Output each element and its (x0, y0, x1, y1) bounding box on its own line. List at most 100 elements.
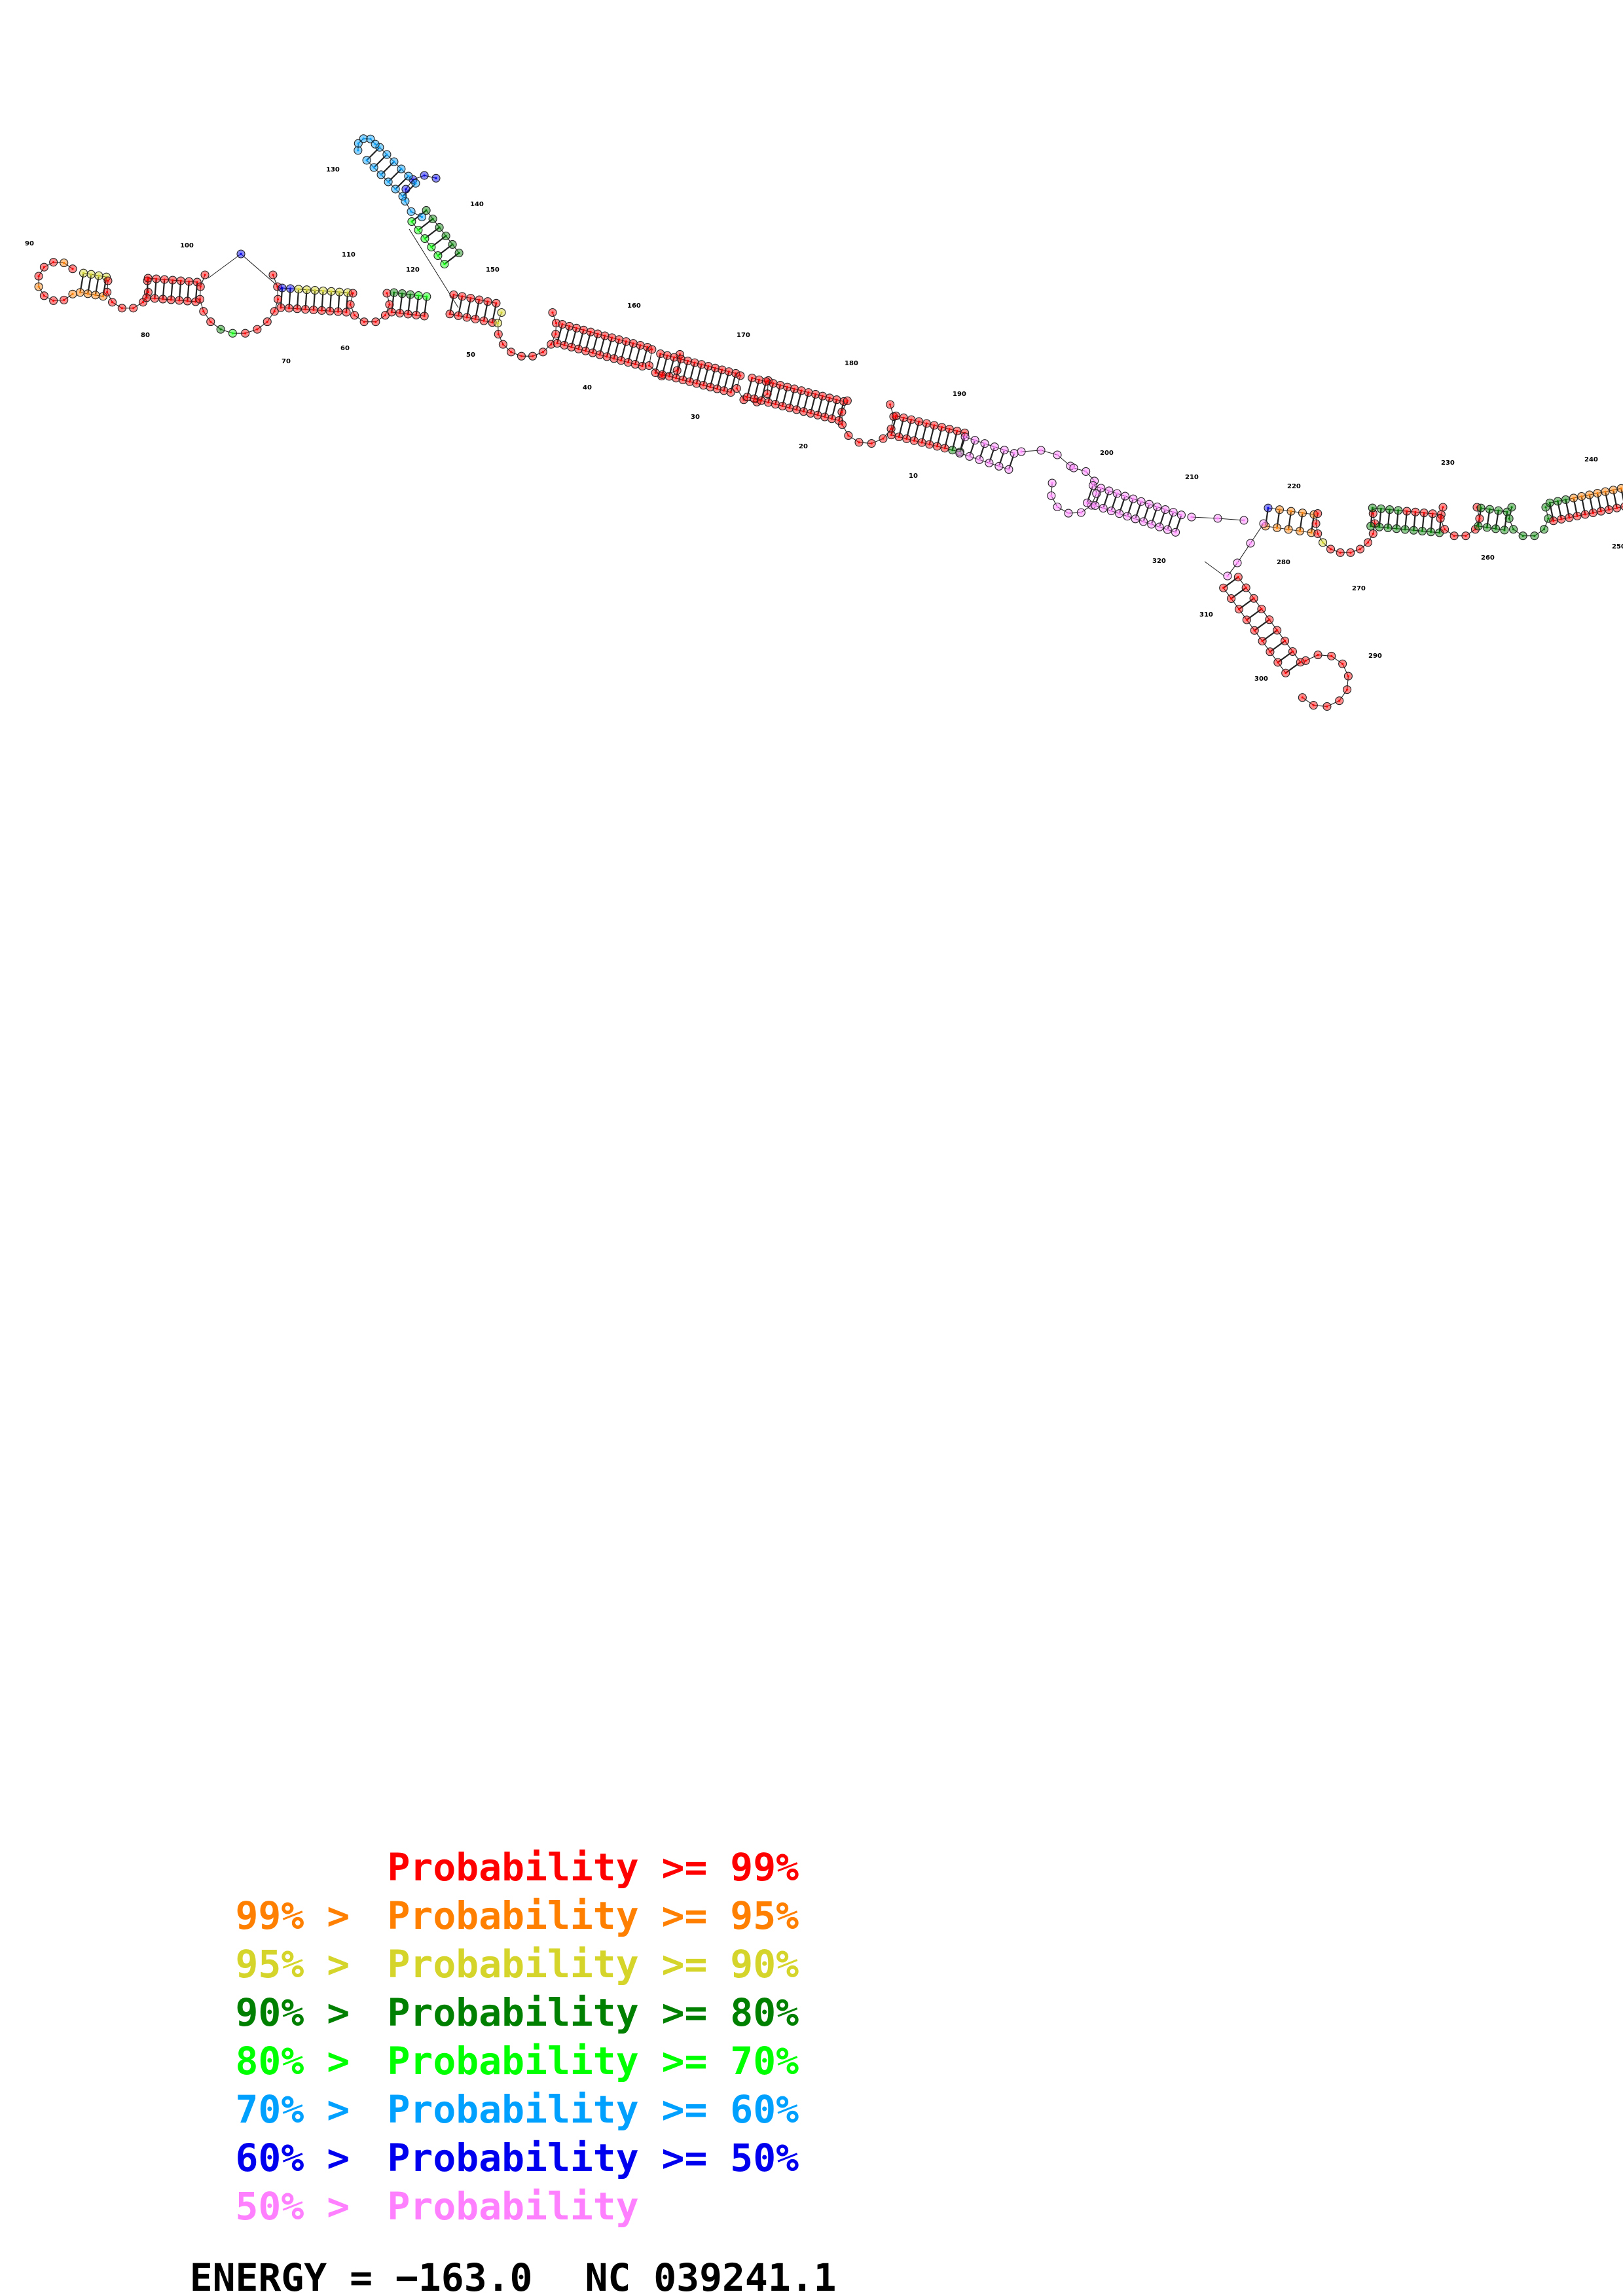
backbone-segment (1478, 526, 1487, 528)
nucleotide-node-core (330, 290, 333, 293)
nucleotide-node-core (918, 420, 921, 423)
base-pair-line (424, 296, 428, 317)
legend-row-label: Probability >= 70% (387, 2039, 799, 2083)
base-pair-line (1238, 598, 1254, 610)
nucleotide-node-core (568, 325, 571, 328)
nucleotide-node-core (321, 289, 325, 293)
nucleotide-node-core (147, 291, 149, 293)
nucleotide-node-core (423, 315, 426, 317)
nucleotide-node-core (570, 346, 573, 348)
nucleotide-node-core (1262, 522, 1265, 525)
backbone-segment (199, 299, 204, 312)
base-pair-layer (79, 147, 1623, 674)
backbone-segment (767, 380, 769, 394)
backbone-segment (723, 390, 731, 393)
nucleotide-node-core (1287, 528, 1290, 531)
base-pair-line (321, 291, 324, 311)
base-pair-line (620, 341, 627, 361)
backbone-segment (1495, 528, 1505, 531)
base-pair-line (491, 303, 498, 323)
base-pair-line (288, 288, 291, 308)
nucleotide-node-core (1237, 608, 1241, 611)
nucleotide-node-core (978, 458, 981, 461)
nucleotide-node-core (1172, 511, 1175, 514)
nucleotide-node-core (337, 310, 340, 313)
nucleotide-node-core (1533, 535, 1536, 537)
nucleotide-node-core (1552, 520, 1555, 522)
nucleotide-node-core (1480, 507, 1482, 509)
nucleotide-node-core (751, 376, 754, 380)
nucleotide-node-core (654, 371, 657, 374)
base-pair-line (1246, 608, 1262, 620)
base-pair-line (570, 328, 577, 348)
nucleotide-node-core (320, 309, 323, 312)
nucleotide-node-core (186, 300, 189, 302)
nucleotide-node-core (445, 234, 447, 238)
nucleotide-node-core (1123, 495, 1127, 497)
base-pair-line (585, 331, 592, 351)
nucleotide-node-core (647, 364, 651, 367)
base-pair-line (431, 235, 447, 248)
nucleotide-node-core (170, 298, 172, 301)
legend-row-label: Probability >= 90% (387, 1942, 799, 1986)
nucleotide-node-core (362, 137, 365, 140)
nucleotide-node-core (682, 378, 684, 382)
nucleotide-node-core (788, 406, 791, 409)
nucleotide-node-core (905, 437, 908, 440)
legend-row-label: Probability >= 50% (387, 2136, 799, 2180)
backbone-segment (1302, 697, 1314, 706)
backbone-segment (453, 294, 463, 297)
nucleotide-node-core (465, 316, 468, 319)
nucleotide-node-core (956, 429, 958, 433)
base-pair-line (1277, 651, 1294, 663)
nucleotide-node-core (219, 328, 222, 331)
nucleotide-node-core (345, 311, 348, 314)
backbone-segment (1300, 530, 1312, 533)
nucleotide-node-core (596, 332, 599, 335)
base-pair-line (444, 252, 460, 265)
nucleotide-node-core (401, 195, 404, 198)
nucleotide-node-core (688, 380, 691, 383)
nucleotide-node-core (680, 358, 682, 361)
base-pair-line (613, 339, 620, 359)
nucleotide-node-core (1148, 503, 1150, 505)
base-pair-line (399, 293, 403, 314)
nucleotide-node-core (835, 399, 838, 401)
nucleotide-node-core (767, 401, 770, 404)
backbone-segment (462, 296, 471, 299)
nucleotide-node-core (577, 348, 580, 350)
nucleotide-node-core (1261, 639, 1264, 643)
nucleotide-node-core (1304, 659, 1307, 662)
nucleotide-node-core (714, 367, 717, 369)
nucleotide-node-core (352, 292, 354, 295)
backbone-segment (1057, 454, 1071, 467)
backbone-segment (890, 404, 894, 417)
nucleotide-node-core (1156, 505, 1159, 509)
nucleotide-node-core (555, 321, 558, 325)
nucleotide-node-core (1245, 619, 1248, 621)
nucleotide-node-core (1431, 512, 1434, 515)
nucleotide-node-core (1278, 509, 1281, 511)
backbone-segment (1379, 526, 1388, 528)
nucleotide-node-core (204, 274, 206, 276)
nucleotide-node-core (779, 384, 782, 387)
backbone-segment (994, 446, 1005, 451)
nucleotide-node-core (357, 142, 359, 145)
base-pair-line (366, 147, 380, 161)
base-pair-line (1378, 509, 1382, 528)
base-pair-line (968, 440, 976, 457)
base-pair-line (1438, 514, 1442, 533)
nucleotide-node-core (1412, 529, 1415, 531)
nucleotide-node-core (384, 314, 387, 317)
nucleotide-node-core (410, 220, 413, 223)
nucleotide-node-core (1616, 507, 1618, 509)
nucleotide-node-core (639, 344, 642, 347)
backbone-segment (1051, 495, 1058, 507)
nucleotide-node-core (1512, 528, 1515, 531)
nucleotide-node-core (1510, 506, 1513, 509)
base-pair-line (1126, 498, 1134, 517)
nucleotide-node-core (1283, 639, 1286, 642)
nucleotide-node-core (393, 291, 395, 294)
position-label: 300 (1254, 675, 1268, 683)
backbone-segment (133, 302, 143, 309)
